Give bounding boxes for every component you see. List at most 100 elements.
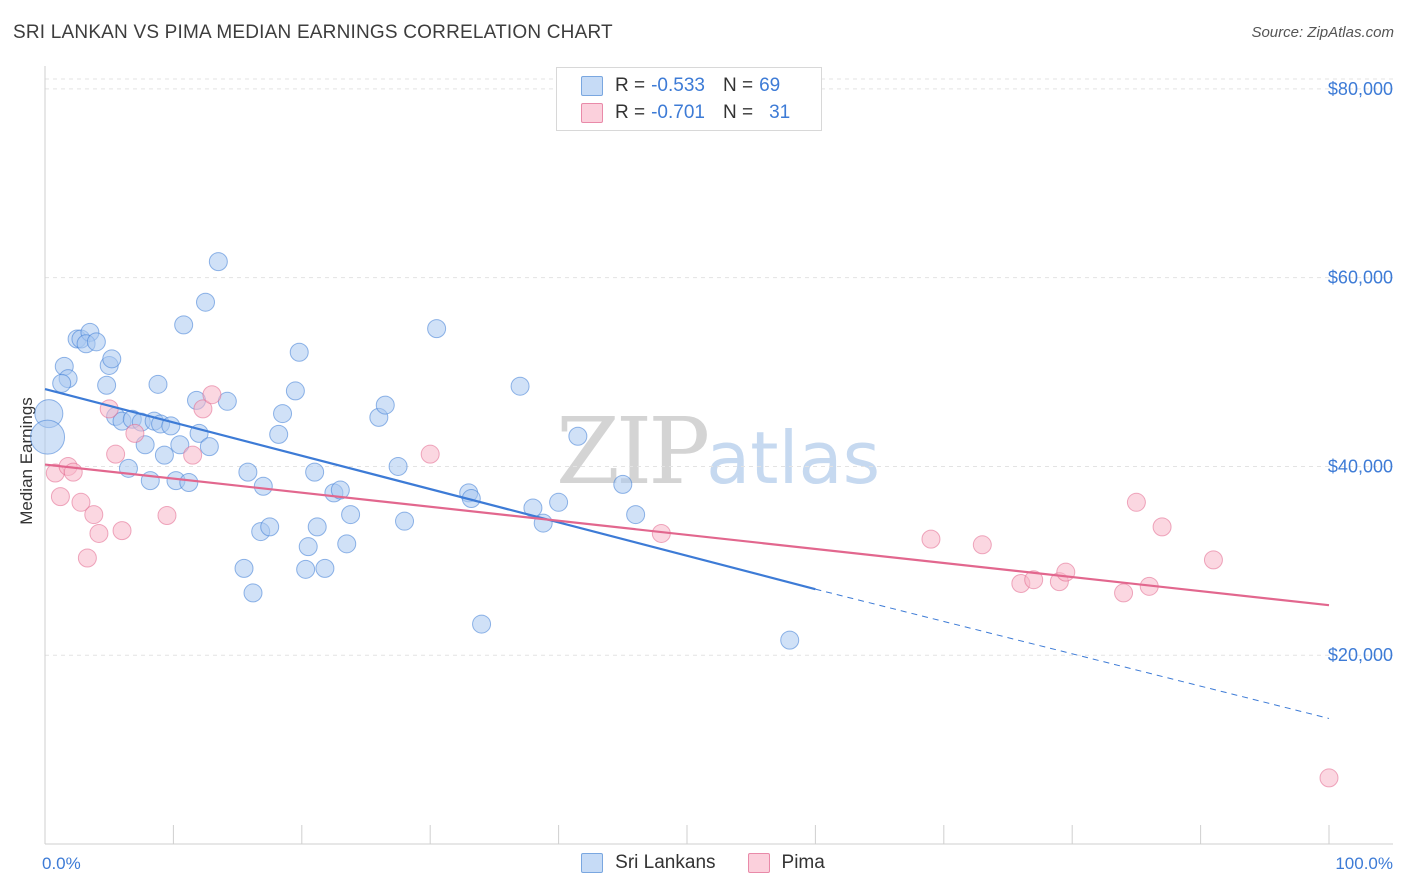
point-pima [1114,583,1134,603]
point-pima [125,423,145,443]
point-pima [1152,517,1172,537]
point-sri-lankans [273,404,293,424]
series-label-pima: Pima [781,852,825,873]
point-sri-lankans [234,558,254,578]
point-sri-lankans [208,252,228,272]
y-tick-label: $20,000 [1328,645,1393,665]
point-pima [202,385,222,405]
point-sri-lankans [549,492,569,512]
point-sri-lankans [253,476,273,496]
point-sri-lankans [179,472,199,492]
x-tick-label-max: 100.0% [1335,854,1393,873]
series-legend: Sri Lankans Pima [0,852,1406,874]
point-sri-lankans [285,381,305,401]
point-sri-lankans [30,419,66,455]
point-sri-lankans [305,462,325,482]
point-sri-lankans [298,537,318,557]
point-sri-lankans [154,445,174,465]
series-legend-pima: Pima [747,852,825,874]
point-sri-lankans [86,332,106,352]
point-sri-lankans [269,424,289,444]
point-pima [183,445,203,465]
point-sri-lankans [427,319,447,339]
correlation-legend: R = -0.533 N = 69 R = -0.701 N = 31 [556,67,822,131]
point-pima [89,523,109,543]
legend-r-value: -0.533 [651,75,705,96]
point-pima [50,487,70,507]
point-sri-lankans [170,435,190,455]
point-pima [921,529,941,549]
point-sri-lankans [243,583,263,603]
legend-row-sri-lankans: R = -0.533 N = 69 [581,73,780,99]
trend-line-sri-lankans [44,387,816,591]
legend-r-value: -0.701 [651,102,705,123]
point-pima [1024,570,1044,590]
point-sri-lankans [307,517,327,537]
point-sri-lankans [52,373,72,393]
legend-swatch-pima [581,103,603,123]
trend-line-extension-sri-lankans [815,588,1330,719]
point-pima [1056,562,1076,582]
point-sri-lankans [375,395,395,415]
point-sri-lankans [289,342,309,362]
legend-n-value: 69 [759,75,781,96]
point-sri-lankans [148,374,168,394]
point-pima [71,492,91,512]
legend-n-label: N = [722,102,754,123]
series-legend-sri-lankans: Sri Lankans [581,852,716,874]
chart-title: SRI LANKAN VS PIMA MEDIAN EARNINGS CORRE… [13,22,613,43]
point-sri-lankans [388,456,408,476]
y-tick-label: $40,000 [1328,456,1393,476]
point-pima [106,444,126,464]
point-sri-lankans [613,474,633,494]
y-axis-title: Median Earnings [17,397,36,525]
point-pima [157,506,177,526]
trend-line-pima [44,463,1330,607]
point-sri-lankans [330,480,350,500]
point-pima [193,399,213,419]
point-sri-lankans [260,517,280,537]
point-pima [1126,492,1146,512]
point-sri-lankans [337,534,357,554]
chart-source: Source: ZipAtlas.com [1251,24,1394,41]
point-sri-lankans [341,505,361,525]
legend-row-pima: R = -0.701 N = 31 [581,100,790,126]
series-label-sri-lankans: Sri Lankans [615,852,716,873]
point-pima [99,399,119,419]
point-pima [420,444,440,464]
point-sri-lankans [97,375,117,395]
watermark: ZIPatlas [556,398,880,505]
point-pima [972,535,992,555]
point-pima [1203,550,1223,570]
legend-n-value: 31 [769,102,791,123]
legend-swatch-sri-lankans [581,76,603,96]
legend-r-label: R = [615,75,646,96]
point-sri-lankans [510,376,530,396]
point-sri-lankans [199,437,219,457]
point-pima [84,505,104,525]
series-swatch-pima [747,853,770,873]
watermark-zip: ZIP [556,398,710,505]
point-sri-lankans [196,292,215,312]
point-sri-lankans [568,426,588,446]
y-tick-label: $60,000 [1328,268,1393,288]
x-tick-label-min: 0.0% [42,854,81,873]
legend-r-label: R = [615,102,646,123]
point-sri-lankans [315,558,335,578]
point-sri-lankans [102,349,122,369]
legend-n-label: N = [722,75,754,96]
point-pima [1319,768,1339,788]
point-pima [63,462,83,482]
point-sri-lankans [296,559,316,579]
point-sri-lankans [780,630,800,650]
point-pima [112,521,132,541]
point-sri-lankans [472,614,492,634]
series-swatch-sri-lankans [581,853,604,873]
point-sri-lankans [174,315,194,335]
point-pima [77,548,97,568]
point-sri-lankans [395,511,415,531]
point-sri-lankans [238,462,258,482]
y-tick-label: $80,000 [1328,79,1393,99]
watermark-atlas: atlas [706,416,881,500]
